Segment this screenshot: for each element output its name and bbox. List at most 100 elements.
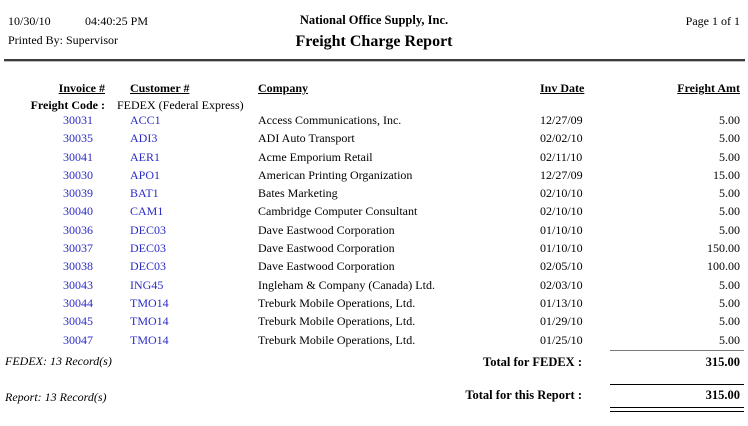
table-row: 30036 DEC03 Dave Eastwood Corporation 01/10… — [0, 221, 740, 239]
freight-amt-cell: 5.00 — [719, 186, 740, 201]
inv-date-cell: 02/05/10 — [540, 259, 583, 274]
invoice-link[interactable]: 30040 — [63, 204, 93, 219]
freight-amt-cell: 15.00 — [713, 167, 740, 182]
customer-link[interactable]: DEC03 — [130, 259, 166, 274]
invoice-link[interactable]: 30030 — [63, 167, 93, 182]
company-cell: Dave Eastwood Corporation — [258, 241, 395, 256]
freight-amt-cell: 5.00 — [719, 131, 740, 146]
invoice-link[interactable]: 30038 — [63, 259, 93, 274]
company-cell: Ingleham & Company (Canada) Ltd. — [258, 277, 435, 292]
page-number: Page 1 of 1 — [685, 14, 740, 28]
company-name: National Office Supply, Inc. — [299, 13, 449, 27]
table-row: 30037 DEC03 Dave Eastwood Corporation 01/10… — [0, 239, 740, 257]
invoice-link[interactable]: 30045 — [63, 314, 93, 329]
invoice-link[interactable]: 30041 — [63, 149, 93, 164]
customer-link[interactable]: TMO14 — [130, 314, 169, 329]
table-row: 30041 AER1 Acme Emporium Retail 02/11/10 5.0… — [0, 148, 740, 166]
company-cell: Access Communications, Inc. — [258, 113, 402, 127]
inv-date-cell: 02/10/10 — [540, 204, 583, 219]
header-divider — [4, 59, 745, 62]
column-header-customer: Customer # — [130, 81, 190, 95]
company-cell: ADI Auto Transport — [258, 131, 355, 146]
inv-date-cell: 12/27/09 — [540, 167, 583, 182]
freight-amt-cell: 100.00 — [707, 259, 740, 274]
invoice-link[interactable]: 30039 — [63, 186, 93, 201]
inv-date-cell: 01/10/10 — [540, 241, 583, 256]
customer-link[interactable]: APO1 — [130, 167, 161, 182]
company-cell: Cambridge Computer Consultant — [258, 204, 418, 219]
group-footer: FEDEX: 13 Record(s) Total for FEDEX : 31… — [0, 350, 748, 380]
customer-link[interactable]: ING45 — [130, 277, 164, 292]
printed-by: Printed By: Supervisor — [8, 33, 118, 47]
customer-link[interactable]: ACC1 — [130, 113, 161, 127]
freight-amt-cell: 5.00 — [719, 204, 740, 219]
invoice-link[interactable]: 30037 — [63, 241, 93, 256]
table-row: 30043 ING45 Ingleham & Company (Canada) Lt… — [0, 276, 740, 294]
report-total-double-underline — [610, 407, 744, 412]
company-cell: Treburk Mobile Operations, Ltd. — [258, 332, 416, 347]
company-cell: American Printing Organization — [258, 167, 413, 182]
inv-date-cell: 02/03/10 — [540, 277, 583, 292]
column-header-invoice: Invoice # — [58, 81, 105, 95]
customer-link[interactable]: DEC03 — [130, 222, 166, 237]
report-total-label: Total for this Report : — [465, 388, 582, 402]
group-total-label: Total for FEDEX : — [483, 355, 582, 369]
group-value: FEDEX (Federal Express) — [117, 98, 244, 112]
freight-amt-cell: 5.00 — [719, 332, 740, 347]
report-footer: Report: 13 Record(s) Total for this Repo… — [0, 384, 748, 414]
customer-link[interactable]: CAM1 — [130, 204, 164, 219]
company-cell: Treburk Mobile Operations, Ltd. — [258, 314, 416, 329]
inv-date-cell: 02/10/10 — [540, 186, 583, 201]
company-cell: Acme Emporium Retail — [258, 149, 373, 164]
customer-link[interactable]: AER1 — [130, 149, 160, 164]
invoice-link[interactable]: 30031 — [63, 113, 93, 127]
inv-date-cell: 01/10/10 — [540, 222, 583, 237]
inv-date-cell: 12/27/09 — [540, 113, 583, 127]
freight-amt-cell: 5.00 — [719, 277, 740, 292]
freight-amt-cell: 5.00 — [719, 149, 740, 164]
customer-link[interactable]: ADI3 — [130, 131, 158, 146]
company-cell: Dave Eastwood Corporation — [258, 222, 395, 237]
print-time: 04:40:25 PM — [85, 14, 149, 28]
customer-link[interactable]: BAT1 — [130, 186, 159, 201]
freight-amt-cell: 5.00 — [719, 314, 740, 329]
invoice-link[interactable]: 30036 — [63, 222, 93, 237]
inv-date-cell: 01/25/10 — [540, 332, 583, 347]
table-row: 30035 ADI3 ADI Auto Transport 02/02/10 5.00 — [0, 129, 740, 147]
freight-amt-cell: 5.00 — [719, 113, 740, 127]
invoice-link[interactable]: 30043 — [63, 277, 93, 292]
inv-date-cell: 01/13/10 — [540, 295, 583, 310]
report-title: Freight Charge Report — [295, 33, 453, 50]
company-cell: Bates Marketing — [258, 186, 338, 201]
customer-link[interactable]: DEC03 — [130, 241, 166, 256]
invoice-link[interactable]: 30047 — [63, 332, 93, 347]
report-record-count: Report: 13 Record(s) — [5, 390, 107, 404]
table-row: 30047 TMO14 Treburk Mobile Operations, Ltd… — [0, 331, 740, 349]
table-row: 30038 DEC03 Dave Eastwood Corporation 02/05… — [0, 257, 740, 275]
inv-date-cell: 02/02/10 — [540, 131, 583, 146]
table-rows: 30031 ACC1 Access Communications, Inc. 12/2… — [0, 111, 740, 349]
report-total-amount: 315.00 — [610, 384, 744, 403]
freight-amt-cell: 5.00 — [719, 222, 740, 237]
group-header: Freight Code : FEDEX (Federal Express) — [0, 98, 740, 113]
invoice-link[interactable]: 30035 — [63, 131, 93, 146]
print-date: 10/30/10 — [8, 14, 51, 28]
column-headers: Invoice # Customer # Company Inv Date Fr… — [0, 81, 740, 96]
inv-date-cell: 02/11/10 — [540, 149, 583, 164]
freight-amt-cell: 5.00 — [719, 295, 740, 310]
inv-date-cell: 01/29/10 — [540, 314, 583, 329]
table-row: 30045 TMO14 Treburk Mobile Operations, Ltd… — [0, 312, 740, 330]
table-row: 30040 CAM1 Cambridge Computer Consultant 02… — [0, 202, 740, 220]
column-header-company: Company — [258, 81, 309, 95]
table-row: 30030 APO1 American Printing Organization 1… — [0, 166, 740, 184]
column-header-inv-date: Inv Date — [540, 81, 585, 95]
invoice-link[interactable]: 30044 — [63, 295, 93, 310]
table-row: 30044 TMO14 Treburk Mobile Operations, Ltd… — [0, 294, 740, 312]
group-record-count: FEDEX: 13 Record(s) — [5, 354, 112, 368]
customer-link[interactable]: TMO14 — [130, 295, 169, 310]
column-header-freight-amt: Freight Amt — [677, 81, 740, 95]
customer-link[interactable]: TMO14 — [130, 332, 169, 347]
company-cell: Dave Eastwood Corporation — [258, 259, 395, 274]
group-total-amount: 315.00 — [610, 350, 744, 370]
